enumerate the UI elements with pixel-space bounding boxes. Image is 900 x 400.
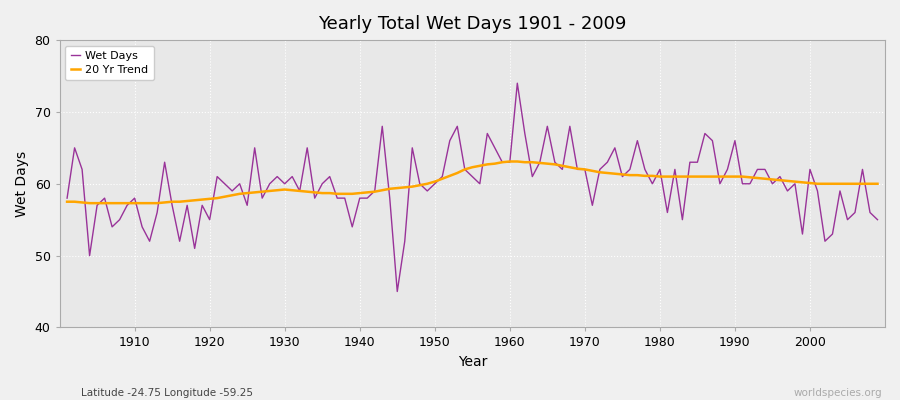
X-axis label: Year: Year [457, 355, 487, 369]
20 Yr Trend [339, 192, 350, 196]
Wet Days [62, 196, 73, 200]
20 Yr Trend [519, 160, 530, 165]
20 Yr Trend [512, 159, 523, 164]
Wet Days [872, 217, 883, 222]
20 Yr Trend [85, 201, 95, 206]
20 Yr Trend [609, 171, 620, 176]
20 Yr Trend [294, 188, 305, 193]
Y-axis label: Wet Days: Wet Days [15, 151, 29, 217]
Line: Wet Days: Wet Days [68, 83, 878, 292]
Wet Days [392, 289, 402, 294]
Wet Days [287, 174, 298, 179]
Wet Days [512, 81, 523, 86]
Text: worldspecies.org: worldspecies.org [794, 388, 882, 398]
20 Yr Trend [872, 181, 883, 186]
Legend: Wet Days, 20 Yr Trend: Wet Days, 20 Yr Trend [65, 46, 154, 80]
Text: Latitude -24.75 Longitude -59.25: Latitude -24.75 Longitude -59.25 [81, 388, 253, 398]
Wet Days [122, 203, 132, 208]
Wet Days [504, 160, 515, 165]
Title: Yearly Total Wet Days 1901 - 2009: Yearly Total Wet Days 1901 - 2009 [318, 15, 626, 33]
20 Yr Trend [130, 201, 140, 206]
Wet Days [609, 146, 620, 150]
20 Yr Trend [62, 199, 73, 204]
20 Yr Trend [504, 159, 515, 164]
Line: 20 Yr Trend: 20 Yr Trend [68, 162, 878, 203]
Wet Days [332, 196, 343, 200]
Wet Days [519, 131, 530, 136]
